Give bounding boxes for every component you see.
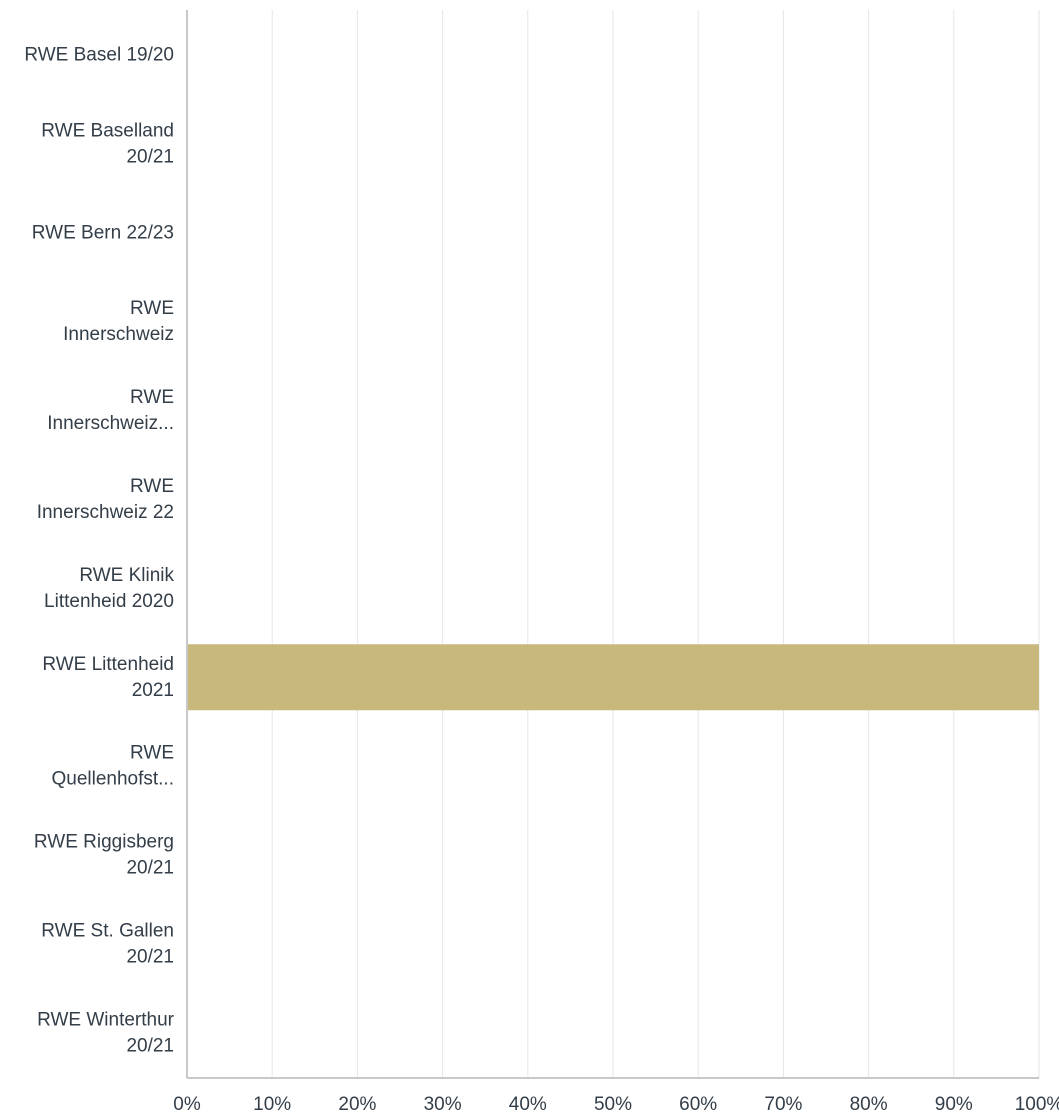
x-tick-label: 70%	[764, 1094, 802, 1115]
category-label-line: RWE St. Gallen	[41, 920, 174, 941]
category-label-line: RWE	[130, 298, 174, 319]
category-label-line: 20/21	[126, 946, 174, 967]
gridlines	[271, 10, 1040, 1078]
category-label-line: Innerschweiz 22	[37, 502, 174, 523]
x-tick-label: 100%	[1015, 1094, 1059, 1115]
x-tick-label: 0%	[173, 1094, 201, 1115]
category-label-line: RWE Littenheid	[42, 654, 174, 675]
x-tick-labels: 0% 10% 20% 30% 40% 50% 60% 70% 80% 90% 100%	[173, 1094, 1059, 1115]
category-label: RWE Baselland 20/21	[41, 120, 174, 167]
bars	[187, 644, 1039, 711]
category-label-line: 20/21	[126, 1035, 174, 1056]
x-tick-label: 10%	[253, 1094, 291, 1115]
category-label-line: RWE	[130, 476, 174, 497]
category-label-line: Quellenhofst...	[51, 769, 174, 790]
category-label: RWE Innerschweiz...	[47, 387, 174, 434]
category-label-line: RWE Baselland	[41, 120, 174, 141]
x-tick-label: 40%	[509, 1094, 547, 1115]
category-label-line: Innerschweiz	[63, 324, 174, 345]
category-label-line: RWE Basel 19/20	[24, 44, 174, 65]
x-tick-label: 50%	[594, 1094, 632, 1115]
category-label-line: Innerschweiz...	[47, 413, 174, 434]
category-label-line: RWE	[130, 387, 174, 408]
x-tick-label: 80%	[850, 1094, 888, 1115]
category-label: RWE Klinik Littenheid 2020	[44, 565, 174, 612]
category-label-line: RWE Klinik	[79, 565, 174, 586]
axes	[186, 10, 1039, 1079]
category-label: RWE Bern 22/23	[32, 222, 174, 243]
category-label: RWE Winterthur 20/21	[37, 1009, 175, 1056]
category-label-line: Littenheid 2020	[44, 591, 174, 612]
category-label: RWE Riggisberg 20/21	[34, 832, 174, 879]
x-tick-label: 20%	[338, 1094, 376, 1115]
category-label-line: 2021	[132, 680, 174, 701]
category-label-line: 20/21	[126, 858, 174, 879]
category-label: RWE Basel 19/20	[24, 44, 174, 65]
bar	[187, 644, 1039, 711]
x-tick-label: 30%	[424, 1094, 462, 1115]
category-label-line: RWE	[130, 743, 174, 764]
category-label: RWE St. Gallen 20/21	[41, 920, 174, 967]
category-label-line: RWE Bern 22/23	[32, 222, 174, 243]
category-label-line: RWE Riggisberg	[34, 832, 174, 853]
x-tick-label: 90%	[935, 1094, 973, 1115]
category-label: RWE Innerschweiz	[63, 298, 174, 345]
category-label-line: 20/21	[126, 146, 174, 167]
category-label-line: RWE Winterthur	[37, 1009, 175, 1030]
category-labels: RWE Basel 19/20 RWE Baselland 20/21 RWE Ber…	[24, 44, 174, 1056]
category-label: RWE Littenheid 2021	[42, 654, 174, 701]
x-tick-label: 60%	[679, 1094, 717, 1115]
category-label: RWE Innerschweiz 22	[37, 476, 174, 523]
category-label: RWE Quellenhofst...	[51, 743, 174, 790]
